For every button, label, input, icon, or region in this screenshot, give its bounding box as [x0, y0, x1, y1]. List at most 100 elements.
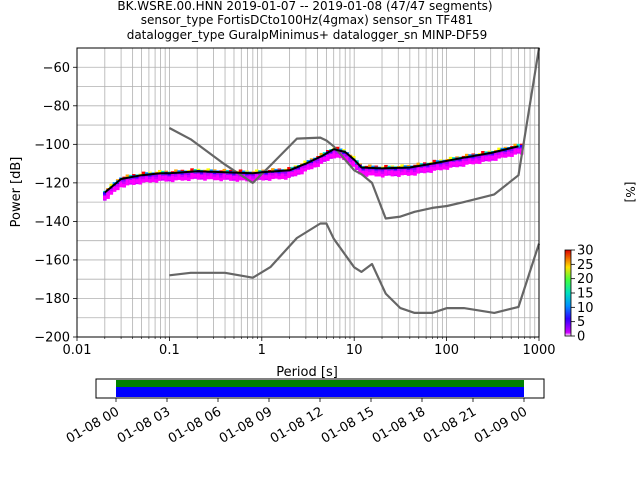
y-tick-label: −60 — [43, 61, 70, 76]
heatmap-cell — [229, 177, 233, 181]
heatmap-cell — [135, 175, 139, 180]
heatmap-cell — [148, 176, 152, 181]
heatmap-cell — [203, 172, 207, 176]
heatmap-cell — [487, 157, 492, 162]
y-tick-label: −140 — [34, 215, 70, 230]
heatmap-cell — [335, 151, 340, 156]
heatmap-cell — [432, 167, 437, 171]
heatmap-cell — [245, 175, 249, 179]
heatmap-cell — [283, 171, 288, 175]
heatmap-cell — [358, 168, 362, 172]
heatmap-cell — [203, 177, 207, 181]
heatmap-cell — [413, 172, 417, 176]
y-axis-ticks: −200 −180 −160 −140 −120 −100 −80 −60 — [34, 61, 77, 346]
heatmap-cell — [287, 174, 291, 178]
heatmap-cell — [183, 175, 188, 179]
y-tick-label: −160 — [34, 253, 70, 268]
x-axis-label: Period [s] — [276, 365, 338, 380]
heatmap-cell — [306, 164, 311, 169]
heatmap-cell — [448, 164, 453, 168]
heatmap-cell — [222, 176, 227, 180]
heatmap-cell — [187, 174, 191, 179]
heatmap-cell — [368, 169, 372, 173]
heatmap-cell — [212, 174, 217, 178]
heatmap-cell — [174, 174, 178, 178]
heatmap-cell — [128, 179, 133, 184]
heatmap-cell — [261, 176, 265, 181]
colorbar-tick-label: 25 — [577, 258, 594, 273]
heatmap-cell — [413, 167, 417, 171]
chart-title-line-2: sensor_type FortisDCto100Hz(4gmax) senso… — [141, 13, 473, 27]
heatmap-cell — [397, 173, 401, 177]
heatmap-cell — [316, 158, 320, 162]
timeline-bars — [116, 380, 524, 397]
heatmap-cell — [442, 164, 446, 169]
heatmap-cell — [477, 157, 482, 162]
heatmap-cell — [481, 158, 485, 162]
heatmap-cell — [119, 182, 123, 186]
heatmap-cell — [216, 175, 220, 179]
heatmap-cell — [300, 168, 304, 172]
heatmap-cell — [497, 147, 501, 152]
heatmap-cell — [364, 173, 369, 177]
y-tick-label: −80 — [43, 99, 70, 114]
heatmap-cell — [384, 172, 388, 176]
heatmap-cell — [377, 167, 382, 172]
heatmap-cell — [115, 184, 120, 188]
heatmap-cell — [161, 175, 165, 180]
heatmap-cell — [248, 176, 253, 180]
heatmap-cell — [219, 177, 223, 182]
heatmap-cell — [157, 174, 162, 179]
heatmap-cell — [464, 161, 469, 165]
heatmap-cell — [435, 165, 440, 169]
heatmap-cell — [464, 158, 469, 163]
heatmap-cell — [267, 172, 272, 176]
heatmap-cell — [400, 169, 404, 173]
heatmap-cell — [519, 144, 524, 149]
heatmap-cell — [125, 174, 130, 179]
heatmap-cell — [445, 161, 450, 165]
heatmap-cell — [474, 155, 479, 159]
heatmap-cell — [377, 171, 382, 176]
heatmap-cell — [513, 151, 518, 155]
heatmap-cell — [464, 153, 469, 158]
heatmap-cell — [513, 143, 518, 148]
heatmap-cell — [151, 177, 156, 181]
heatmap-cell — [335, 154, 340, 158]
heatmap-cell — [316, 160, 320, 165]
heatmap-cell — [293, 170, 298, 174]
heatmap-cell — [132, 181, 136, 185]
heatmap-cell — [316, 163, 320, 167]
heatmap-cell — [516, 143, 521, 148]
heatmap-cell — [400, 171, 404, 176]
heatmap-cell — [119, 178, 123, 183]
heatmap-cell — [300, 170, 304, 175]
colorbar-tick-label: 15 — [577, 287, 594, 302]
chart-title-line-1: BK.WSRE.00.HNN 2019-01-07 -- 2019-01-08 … — [117, 0, 492, 13]
heatmap-cell — [157, 177, 162, 181]
heatmap-cell — [271, 168, 275, 172]
heatmap-cell — [368, 164, 372, 169]
heatmap-cell — [132, 178, 136, 183]
x-tick-label: 0.01 — [63, 343, 92, 358]
heatmap-cell — [296, 169, 301, 174]
heatmap-cell — [254, 169, 259, 174]
heatmap-cell — [484, 156, 488, 160]
heatmap-cell — [183, 171, 188, 176]
chart-title-line-3: datalogger_type GuralpMinimus+ datalogge… — [127, 28, 488, 42]
heatmap-cell — [122, 178, 127, 183]
heatmap-cell — [115, 186, 120, 191]
heatmap-cell — [112, 186, 117, 191]
heatmap-cell — [497, 152, 501, 157]
timeline-tick-label: 01-08 12 — [268, 404, 326, 446]
heatmap-cell — [177, 174, 181, 179]
heatmap-cell — [216, 171, 220, 176]
heatmap-cell — [477, 155, 482, 160]
heatmap-cell — [468, 159, 472, 163]
heatmap-cell — [497, 154, 501, 159]
heatmap-cell — [393, 171, 398, 175]
heatmap-cell — [364, 168, 369, 172]
heatmap-cell — [232, 175, 236, 180]
heatmap-cell — [516, 148, 521, 153]
timeline-tick-label: 01-09 00 — [472, 404, 530, 446]
